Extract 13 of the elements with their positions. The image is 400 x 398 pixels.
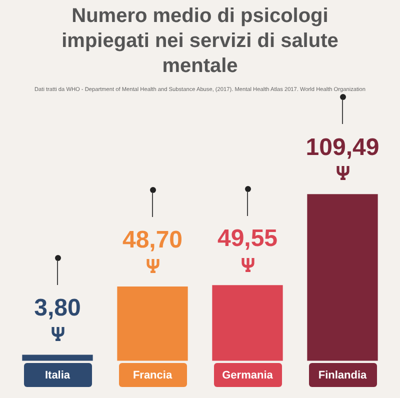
x-tick-label: Italia: [44, 369, 71, 382]
data-label: 3,80: [34, 294, 81, 322]
data-label: 49,55: [217, 225, 278, 252]
bar: [117, 286, 188, 361]
data-label: 48,70: [122, 226, 183, 254]
chart-title: Numero medio di psicologi impiegati nei servizi di salute mentale: [60, 4, 340, 79]
x-tick-label: Finlandia: [318, 369, 368, 382]
bar: [212, 285, 283, 361]
data-label: 109,49: [306, 134, 380, 162]
bar: [22, 354, 93, 361]
x-tick-label: Germania: [222, 369, 274, 382]
bar: [307, 194, 378, 361]
x-tick-label: Francia: [132, 369, 173, 382]
